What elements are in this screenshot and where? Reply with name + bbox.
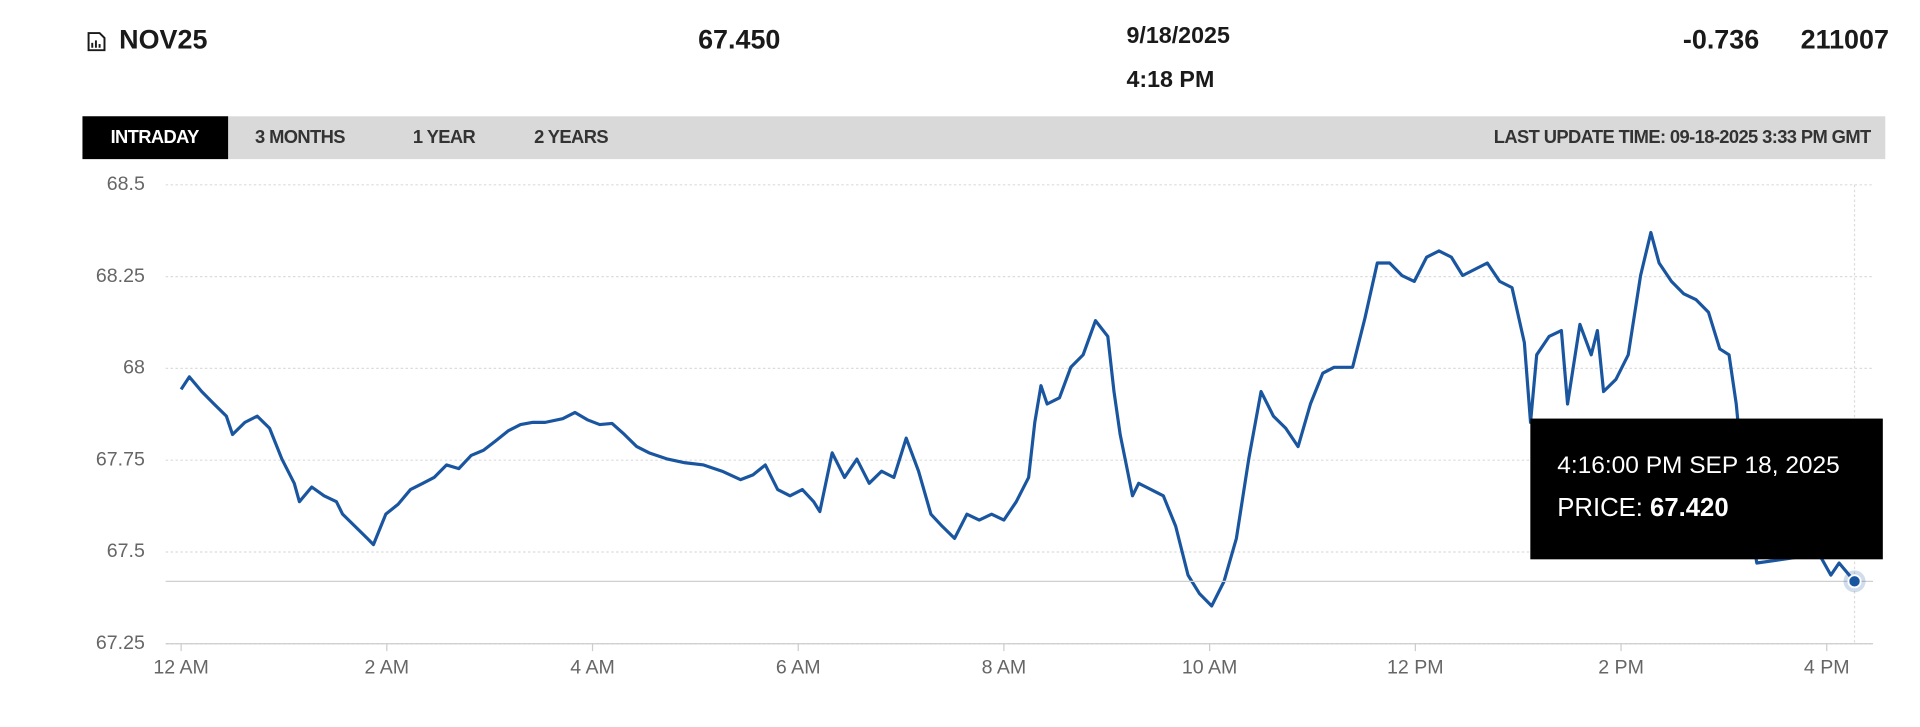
chart-icon [87, 32, 106, 52]
x-tick-label: 12 PM [1387, 656, 1444, 678]
symbol: NOV25 [119, 25, 207, 55]
volume: 211007 [1801, 25, 1889, 55]
x-tick-label: 12 AM [153, 656, 209, 678]
tab-bar-bg [82, 116, 1886, 160]
hover-point [1847, 574, 1862, 589]
tab-bar: INTRADAY 3 MONTHS 1 YEAR 2 YEARS LAST UP… [82, 116, 1886, 160]
y-tick-label: 67.25 [96, 632, 145, 654]
change: -0.736 [1683, 25, 1759, 55]
tooltip: 4:16:00 PM SEP 18, 2025 PRICE: 67.420 [1530, 418, 1883, 560]
x-tick-label: 4 AM [570, 656, 615, 678]
y-tick-label: 67.75 [96, 448, 145, 470]
x-tick-label: 10 AM [1182, 656, 1238, 678]
tab[interactable]: 1 YEAR [413, 126, 476, 147]
header: NOV25 67.450 9/18/2025 4:18 PM -0.736 21… [87, 22, 1889, 92]
chart: 67.25 67.5 67.75 68 68.25 68.5 12 AM 2 AM 4 AM 6 … [96, 173, 1874, 678]
y-tick-label: 68.5 [107, 173, 145, 195]
last-update: LAST UPDATE TIME: 09-18-2025 3:33 PM GMT [1494, 126, 1872, 147]
tooltip-value: 67.420 [1650, 494, 1729, 522]
y-tick-label: 68 [123, 357, 145, 379]
quote-date: 9/18/2025 [1126, 22, 1230, 48]
x-tick-label: 6 AM [776, 656, 821, 678]
tooltip-bg [1530, 418, 1883, 560]
x-tick-label: 2 AM [365, 656, 410, 678]
last-price: 67.450 [698, 25, 780, 55]
tooltip-label: PRICE: [1557, 494, 1643, 522]
price-line [179, 230, 1856, 608]
x-tick-label: 4 PM [1804, 656, 1850, 678]
tooltip-time: 4:16:00 PM SEP 18, 2025 [1557, 452, 1840, 479]
tab[interactable]: 2 YEARS [534, 126, 609, 147]
tab[interactable]: INTRADAY [111, 126, 200, 147]
tab[interactable]: 3 MONTHS [255, 126, 346, 147]
x-tick-label: 2 PM [1598, 656, 1644, 678]
y-tick-label: 67.5 [107, 540, 145, 562]
active-tab-bg[interactable] [82, 116, 229, 160]
x-tick-label: 8 AM [982, 656, 1027, 678]
y-tick-label: 68.25 [96, 265, 145, 287]
tooltip-price: PRICE: 67.420 [1557, 494, 1728, 522]
quote-time: 4:18 PM [1126, 66, 1214, 92]
